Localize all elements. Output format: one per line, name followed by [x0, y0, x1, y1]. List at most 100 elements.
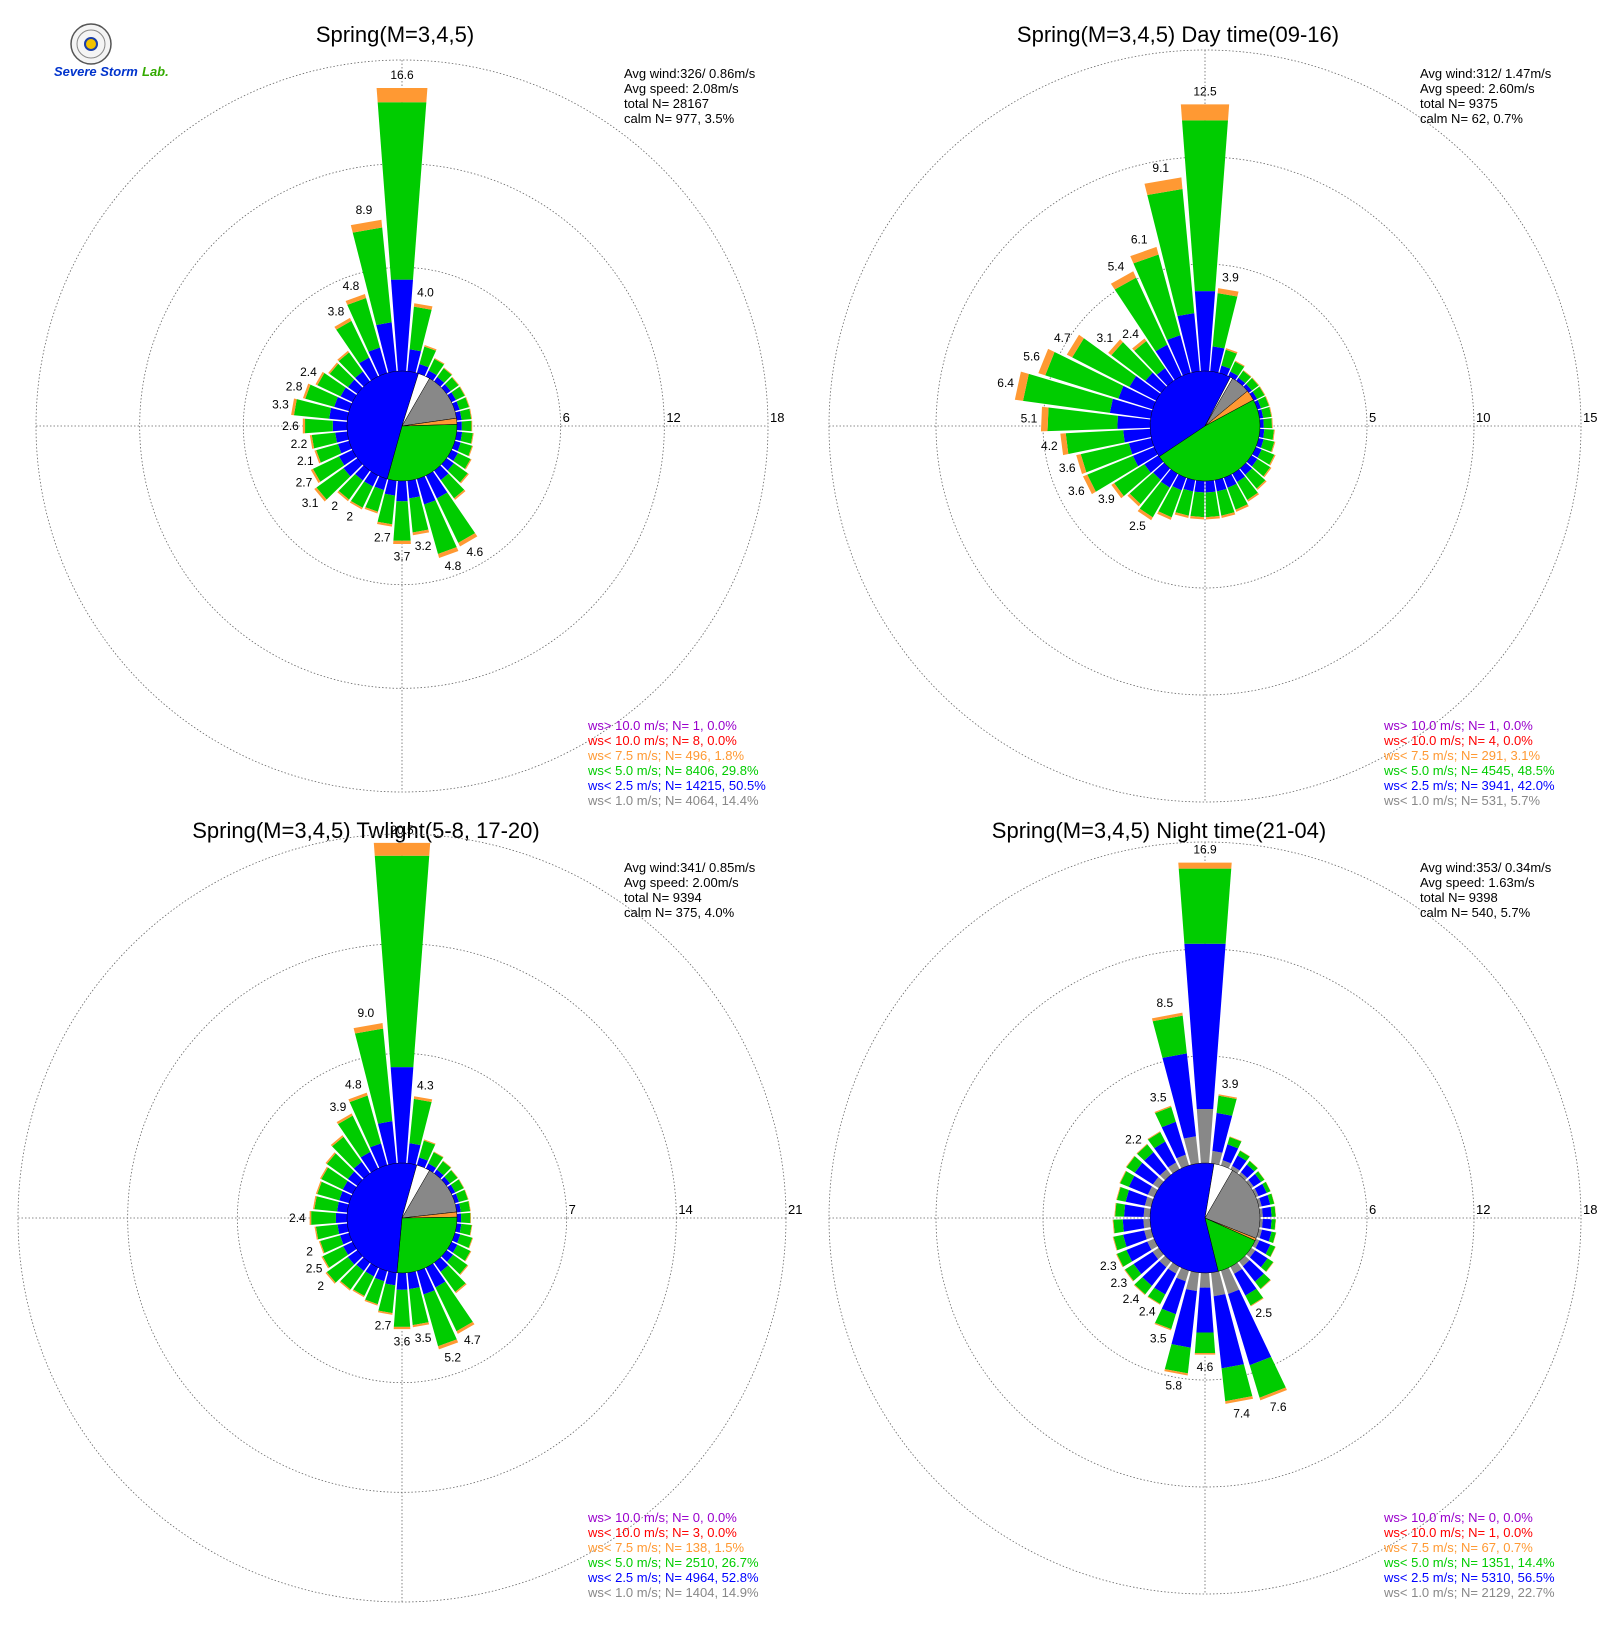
panel-title: Spring(M=3,4,5) Night time(21-04) — [992, 818, 1326, 843]
bar-segment-lt2_5 — [1144, 1152, 1167, 1176]
bar-segment-lt7_5 — [1130, 246, 1159, 264]
bar-segment-lt7_5 — [456, 1321, 475, 1334]
bar-segment-lt5 — [1261, 406, 1272, 418]
bar-segment-lt5 — [455, 1189, 468, 1202]
bar-segment-lt5 — [1246, 1160, 1258, 1172]
bar-segment-lt2_5 — [338, 449, 357, 466]
bar-segment-lt2_5 — [1160, 469, 1178, 488]
bar-segment-lt5 — [316, 444, 342, 463]
bar-segment-lt7_5 — [1272, 429, 1275, 441]
bar-segment-lt5 — [451, 386, 465, 400]
bar-segment-lt5 — [1212, 293, 1238, 349]
bar-segment-lt2_5 — [334, 396, 352, 412]
bar-segment-lt2_5 — [390, 279, 414, 372]
bar-segment-lt5 — [1147, 1287, 1166, 1305]
bar-segment-lt5 — [353, 1271, 374, 1297]
panel-title: Spring(M=3,4,5) — [316, 22, 474, 47]
direction-bar — [1228, 360, 1245, 381]
bar-segment-lt7_5 — [1249, 1160, 1258, 1169]
bar-value-label: 2.1 — [297, 454, 314, 468]
direction-bar — [1111, 455, 1164, 499]
bar-value-label: 20.5 — [390, 823, 414, 837]
bar-segment-lt5 — [1022, 373, 1113, 413]
bar-segment-lt7_5 — [339, 1281, 351, 1291]
bar-segment-lt5 — [354, 1028, 393, 1124]
bar-value-label: 3.1 — [302, 496, 319, 510]
bar-segment-lt7_5 — [413, 1096, 433, 1103]
bar-segment-lt5 — [1080, 443, 1133, 473]
bar-segment-lt7_5 — [349, 500, 363, 510]
bar-segment-lt2_5 — [1123, 1230, 1147, 1247]
bar-segment-lt2_5 — [339, 1191, 352, 1204]
bar-segment-lt7_5 — [373, 842, 431, 856]
direction-bar — [1174, 478, 1196, 519]
direction-bar — [456, 420, 473, 432]
bar-segment-lt7_5 — [468, 1200, 471, 1212]
bar-segment-lt5 — [1267, 1193, 1275, 1205]
bar-segment-lt2_5 — [1249, 1250, 1268, 1268]
bar-segment-lt2_5 — [1171, 1289, 1197, 1348]
bar-segment-lt7_5 — [1110, 271, 1137, 290]
direction-bar — [1114, 1202, 1151, 1218]
bar-segment-lt2_5 — [1254, 1183, 1267, 1197]
bar-segment-lt5 — [332, 1136, 362, 1169]
direction-bar — [407, 479, 430, 536]
direction-bar — [434, 465, 466, 500]
pie-slice-lt2_5 — [1149, 1162, 1219, 1274]
bar-segment-lt2_5 — [1258, 428, 1265, 438]
stats-line: total N= 9375 — [1420, 96, 1498, 111]
bar-segment-lt7_5 — [1271, 441, 1276, 453]
bar-segment-lt7_5 — [1060, 433, 1069, 456]
bar-segment-lt2_5 — [425, 1163, 437, 1173]
bar-value-label: 2.3 — [1110, 1276, 1127, 1290]
bar-segment-lt1 — [1176, 1154, 1190, 1169]
bar-segment-lt5 — [1120, 1171, 1135, 1187]
bar-segment-lt2_5 — [1123, 428, 1152, 443]
bar-segment-lt5 — [1072, 338, 1137, 387]
bar-segment-lt2_5 — [455, 431, 463, 441]
bar-segment-lt2_5 — [343, 1241, 357, 1255]
bar-segment-lt7_5 — [1174, 512, 1189, 519]
bar-segment-lt7_5 — [458, 533, 478, 547]
bar-segment-lt7_5 — [1217, 288, 1239, 297]
direction-bar — [1180, 104, 1230, 372]
bar-segment-lt7_5 — [345, 294, 367, 305]
bar-segment-lt5 — [436, 1161, 451, 1176]
bar-segment-lt5 — [1262, 1181, 1271, 1193]
bar-segment-lt2_5 — [337, 1223, 349, 1235]
bar-segment-lt5 — [460, 408, 472, 421]
bar-segment-lt5 — [1147, 189, 1195, 316]
bar-segment-lt2_5 — [1183, 478, 1196, 492]
bar-segment-lt5 — [1116, 1186, 1129, 1202]
bar-value-label: 3.6 — [394, 1334, 411, 1348]
legend-entry-lt7_5: ws< 7.5 m/s; N= 67, 0.7% — [1383, 1540, 1533, 1555]
ring-label: 10 — [1476, 410, 1490, 425]
bar-segment-lt5 — [1270, 1206, 1276, 1217]
direction-bar — [321, 1241, 357, 1269]
bar-segment-lt7_5 — [1147, 1131, 1161, 1140]
bar-segment-lt5 — [314, 1196, 339, 1212]
bar-value-label: 4.0 — [417, 286, 434, 300]
bar-value-label: 2.7 — [296, 476, 313, 490]
bar-segment-lt5 — [1116, 1250, 1133, 1267]
direction-bar — [309, 431, 349, 449]
legend-entry-lt5: ws< 5.0 m/s; N= 1351, 14.4% — [1383, 1555, 1555, 1570]
bar-segment-lt7_5 — [1076, 454, 1087, 475]
bar-segment-lt5 — [459, 1201, 471, 1213]
bar-segment-lt5 — [1155, 1308, 1176, 1330]
bar-segment-lt5 — [461, 1212, 471, 1224]
bar-segment-lt2_5 — [425, 370, 437, 381]
direction-bar — [407, 1096, 433, 1165]
bar-segment-lt2_5 — [407, 479, 420, 499]
bar-segment-lt5 — [1114, 464, 1151, 497]
bar-segment-lt5 — [437, 368, 452, 383]
bar-segment-lt7_5 — [1112, 1219, 1115, 1234]
bar-segment-lt7_5 — [465, 397, 470, 408]
bar-segment-lt5 — [1113, 1234, 1127, 1251]
bar-segment-lt5 — [409, 306, 432, 352]
bar-segment-lt1 — [1186, 1271, 1199, 1292]
bar-segment-lt2_5 — [447, 392, 457, 403]
bar-segment-lt7_5 — [377, 521, 393, 527]
legend-entry-gt10: ws> 10.0 m/s; N= 0, 0.0% — [587, 1510, 737, 1525]
direction-bar — [455, 431, 474, 444]
